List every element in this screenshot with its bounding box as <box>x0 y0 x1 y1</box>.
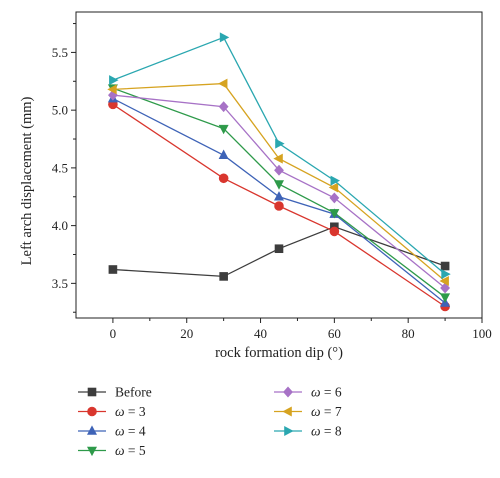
data-point <box>274 164 284 176</box>
data-point <box>273 153 283 164</box>
y-tick-label: 4.0 <box>52 218 68 233</box>
legend-marker <box>283 386 293 398</box>
legend-item: ω = 7 <box>274 404 342 419</box>
data-point <box>218 124 229 135</box>
series-1 <box>108 99 450 312</box>
data-point <box>218 101 229 113</box>
data-point <box>330 175 341 186</box>
data-point <box>274 244 284 254</box>
series-5 <box>107 78 449 287</box>
y-axis-title: Left arch displacement (mm) <box>19 96 35 265</box>
data-point <box>109 75 119 86</box>
legend-label: ω = 4 <box>115 424 146 439</box>
data-point <box>329 209 340 219</box>
legend-label: ω = 6 <box>311 385 342 400</box>
legend-marker <box>87 387 97 397</box>
legend-label: ω = 7 <box>311 404 342 419</box>
data-point <box>219 32 230 43</box>
data-point <box>274 191 284 201</box>
data-point <box>329 226 340 237</box>
data-point <box>219 272 228 281</box>
data-point <box>440 293 451 303</box>
series-4 <box>108 89 450 294</box>
series-6 <box>109 32 451 280</box>
x-tick-label: 20 <box>180 326 193 341</box>
x-axis-title: rock formation dip (°) <box>215 345 343 361</box>
legend-label: ω = 3 <box>115 404 146 419</box>
legend-item: ω = 8 <box>274 424 342 439</box>
data-point <box>218 149 229 159</box>
data-point <box>217 78 228 89</box>
legend-label: ω = 8 <box>311 424 342 439</box>
axes: 0 20 40 60 80 100 3.5 4.0 4.5 5.0 5.5 <box>52 11 492 341</box>
legend-label: Before <box>115 385 152 400</box>
data-point <box>440 261 450 271</box>
data-point <box>107 84 117 95</box>
y-tick-label: 4.5 <box>52 160 68 175</box>
series-2 <box>107 92 451 307</box>
x-tick-label: 60 <box>328 326 341 341</box>
data-point <box>274 180 284 190</box>
data-point <box>275 138 285 149</box>
data-point <box>328 182 339 193</box>
data-point <box>274 201 284 211</box>
legend: Before ω = 3 ω = 4 ω = 5 ω = 6 ω = 7 ω = 8 <box>78 385 342 458</box>
legend-item: ω = 6 <box>274 385 342 400</box>
legend-marker <box>87 446 97 457</box>
x-tick-label: 100 <box>472 326 492 341</box>
data-point <box>439 276 449 287</box>
y-tick-label: 5.0 <box>52 103 68 118</box>
legend-label: ω = 5 <box>115 443 146 458</box>
legend-marker <box>284 426 294 436</box>
data-point <box>108 265 118 274</box>
data-point <box>218 173 229 184</box>
plot-frame <box>75 11 483 319</box>
y-tick-label: 5.5 <box>52 45 68 60</box>
series-0 <box>108 222 450 281</box>
legend-item: ω = 3 <box>78 404 146 419</box>
legend-item: ω = 5 <box>78 443 146 458</box>
y-tick-label: 3.5 <box>52 276 68 291</box>
x-tick-label: 40 <box>254 326 267 341</box>
legend-marker <box>87 425 97 435</box>
data-point <box>329 192 340 204</box>
data-point <box>441 269 451 280</box>
legend-marker <box>87 406 97 417</box>
data-point <box>440 282 450 294</box>
x-tick-label: 0 <box>110 326 117 341</box>
series-3 <box>107 84 451 303</box>
series-layer <box>107 32 451 312</box>
x-tick-label: 80 <box>402 326 415 341</box>
legend-item: ω = 4 <box>78 424 146 439</box>
legend-item: Before <box>78 385 152 400</box>
legend-marker <box>282 406 292 417</box>
